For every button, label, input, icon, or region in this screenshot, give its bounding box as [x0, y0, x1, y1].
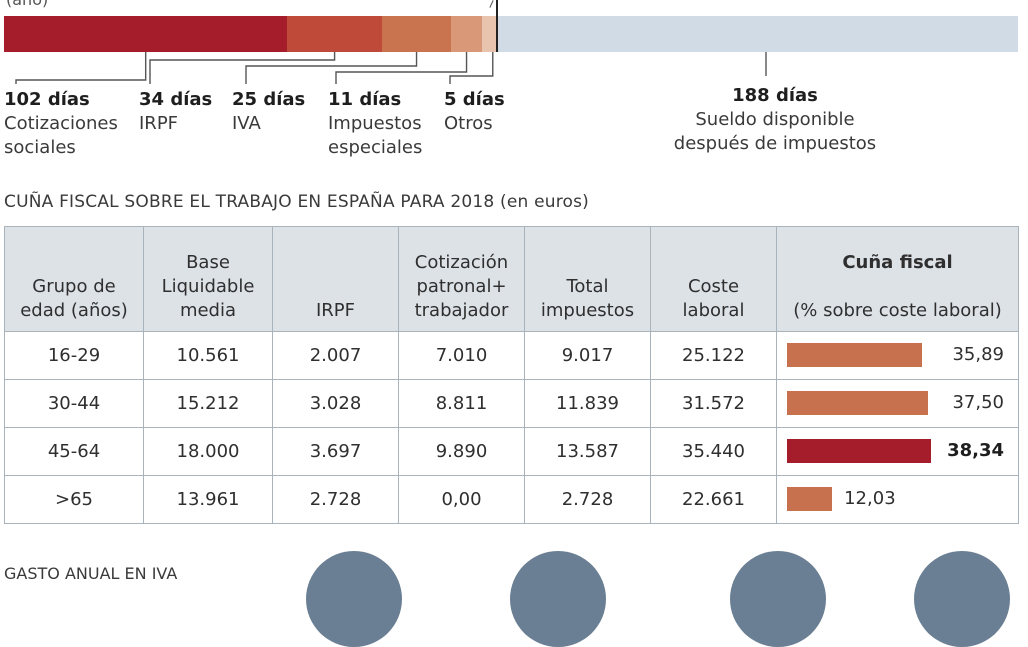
table-cell: 16-29: [4, 331, 144, 380]
label-iva: 25 días IVA: [232, 88, 305, 136]
header-cuna-title: Cuña fiscal: [842, 252, 953, 273]
label-days: 34 días: [139, 89, 213, 110]
header-cuna-fiscal: Cuña fiscal (% sobre coste laboral): [776, 226, 1019, 332]
table-cell: 13.587: [524, 427, 651, 476]
label-otros: 5 días Otros: [444, 88, 505, 136]
header-cuna-subtitle: (% sobre coste laboral): [793, 300, 1002, 321]
connector-line: [335, 52, 468, 84]
seg-sueldo-disponible: [495, 16, 1018, 52]
table-cell: 10.561: [143, 331, 273, 380]
next-section-title: GASTO ANUAL EN IVA: [4, 564, 178, 583]
table-cell: 11.839: [524, 379, 651, 428]
cuna-fiscal-value: 12,03: [844, 488, 896, 509]
cuna-fiscal-bar: [787, 487, 833, 511]
header-base-liquidable: Base Liquidable media: [143, 226, 273, 332]
partial-circle: [510, 551, 606, 647]
cuna-fiscal-cell: 35,89: [776, 331, 1019, 380]
cuna-fiscal-bar: [787, 439, 931, 463]
label-category: Impuestos especiales: [328, 113, 423, 158]
table-cell: 30-44: [4, 379, 144, 428]
header-cotizacion: Cotización patronal+ trabajador: [398, 226, 525, 332]
seg-irpf: [287, 16, 382, 52]
tax-wedge-table: Grupo de edad (años) Base Liquidable med…: [4, 226, 1019, 524]
tax-freedom-marker: [496, 0, 498, 52]
label-sueldo-disponible: 188 días Sueldo disponible después de im…: [660, 84, 890, 156]
table-cell: 25.122: [650, 331, 777, 380]
seg-cotizaciones: [4, 16, 288, 52]
partial-circle: [730, 551, 826, 647]
connector-line: [149, 52, 336, 84]
table-cell: 7.010: [398, 331, 525, 380]
table-cell: 45-64: [4, 427, 144, 476]
table-cell: 35.440: [650, 427, 777, 476]
cuna-fiscal-cell: 37,50: [776, 379, 1019, 428]
cuna-fiscal-value: 37,50: [952, 392, 1004, 413]
cut-off-header-text: (año): [6, 0, 48, 9]
table-header-row: Grupo de edad (años) Base Liquidable med…: [4, 226, 1019, 332]
seg-iva: [381, 16, 452, 52]
table-row: >65 13.961 2.728 0,00 2.728 22.661 12,03: [4, 475, 1019, 524]
label-days: 188 días: [732, 85, 818, 106]
marker-tick: [489, 0, 494, 8]
connector-line: [449, 52, 494, 84]
connector-line: [245, 52, 418, 84]
label-days: 25 días: [232, 89, 306, 110]
cuna-fiscal-bar: [787, 343, 922, 367]
seg-otros: [481, 16, 496, 52]
header-total-impuestos: Total impuestos: [524, 226, 651, 332]
table-cell: 22.661: [650, 475, 777, 524]
table-row: 30-44 15.212 3.028 8.811 11.839 31.572 37,50: [4, 379, 1019, 428]
label-category: IRPF: [139, 113, 179, 134]
cuna-fiscal-bar: [787, 391, 928, 415]
table-cell: 15.212: [143, 379, 273, 428]
stacked-days-bar: [4, 16, 1018, 52]
table-title: CUÑA FISCAL SOBRE EL TRABAJO EN ESPAÑA P…: [4, 192, 590, 212]
label-days: 5 días: [444, 89, 505, 110]
table-cell: 2.007: [272, 331, 399, 380]
partial-circle: [306, 551, 402, 647]
table-cell: 2.728: [272, 475, 399, 524]
table-cell: >65: [4, 475, 144, 524]
label-cotizaciones: 102 días Cotizaciones sociales: [4, 88, 118, 160]
table-cell: 3.028: [272, 379, 399, 428]
label-impuestos-especiales: 11 días Impuestos especiales: [328, 88, 422, 160]
seg-impuestos-especiales: [451, 16, 482, 52]
table-cell: 31.572: [650, 379, 777, 428]
table-cell: 0,00: [398, 475, 525, 524]
label-category: Cotizaciones sociales: [4, 113, 118, 158]
label-category: IVA: [232, 113, 261, 134]
partial-circle: [914, 551, 1010, 647]
header-grupo-edad: Grupo de edad (años): [4, 226, 144, 332]
label-days: 11 días: [328, 89, 402, 110]
cuna-fiscal-cell: 12,03: [776, 475, 1019, 524]
header-irpf: IRPF: [272, 226, 399, 332]
table-cell: 9.017: [524, 331, 651, 380]
label-irpf: 34 días IRPF: [139, 88, 212, 136]
label-days: 102 días: [4, 89, 90, 110]
connector-line: [15, 52, 147, 84]
cuna-fiscal-value: 35,89: [952, 344, 1004, 365]
table-cell: 2.728: [524, 475, 651, 524]
cuna-fiscal-value: 38,34: [947, 440, 1004, 461]
table-cell: 8.811: [398, 379, 525, 428]
header-coste-laboral: Coste laboral: [650, 226, 777, 332]
table-row: 16-29 10.561 2.007 7.010 9.017 25.122 35,89: [4, 331, 1019, 380]
label-category: Sueldo disponible después de impuestos: [673, 109, 877, 154]
cuna-fiscal-cell: 38,34: [776, 427, 1019, 476]
label-category: Otros: [444, 113, 493, 134]
table-cell: 13.961: [143, 475, 273, 524]
table-cell: 18.000: [143, 427, 273, 476]
table-row: 45-64 18.000 3.697 9.890 13.587 35.440 38,34: [4, 427, 1019, 476]
table-cell: 9.890: [398, 427, 525, 476]
table-cell: 3.697: [272, 427, 399, 476]
